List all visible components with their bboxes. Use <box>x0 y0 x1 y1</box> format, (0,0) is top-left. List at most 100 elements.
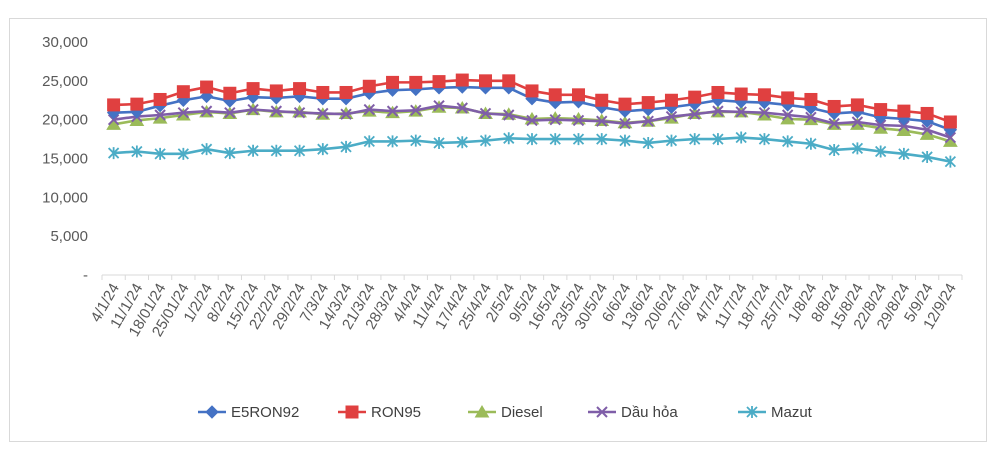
data-point <box>153 92 167 106</box>
data-point <box>874 119 887 131</box>
data-point <box>921 150 933 163</box>
data-point <box>875 145 887 158</box>
y-tick-label: - <box>83 267 88 284</box>
data-point <box>850 98 864 112</box>
legend: E5RON92 RON95 Diesel Dầu hỏa Mazut <box>198 404 813 421</box>
data-point <box>920 106 934 120</box>
data-point <box>828 117 840 130</box>
legend-item: Mazut <box>738 404 813 421</box>
data-point <box>571 88 585 102</box>
legend-label: Dầu hỏa <box>621 404 678 421</box>
data-point <box>455 73 469 87</box>
data-point <box>270 144 282 157</box>
data-point <box>409 75 423 89</box>
legend-item: E5RON92 <box>198 404 299 421</box>
data-point <box>107 147 120 160</box>
data-point <box>456 102 468 114</box>
data-point <box>130 97 144 111</box>
data-point <box>688 108 701 120</box>
data-point <box>944 155 957 168</box>
data-point <box>363 103 376 116</box>
data-point <box>758 106 771 119</box>
data-point <box>317 143 329 156</box>
data-point <box>107 98 121 112</box>
legend-marker <box>345 405 359 419</box>
x-axis: 4/1/2411/1/2418/01/2425/01/241/2/248/2/2… <box>88 274 963 340</box>
data-point <box>456 136 468 149</box>
data-point <box>735 131 747 144</box>
data-point <box>665 110 678 123</box>
data-point <box>526 133 538 146</box>
data-point <box>479 107 492 120</box>
data-point <box>897 104 911 118</box>
data-point <box>804 92 818 106</box>
series-Dầu hỏa <box>107 99 957 144</box>
data-point <box>664 93 678 107</box>
legend-marker <box>205 405 219 419</box>
legend-marker <box>474 405 490 418</box>
series-Mazut <box>107 131 957 168</box>
data-point <box>293 106 306 119</box>
data-point <box>572 133 585 146</box>
series-RON95 <box>107 73 957 129</box>
data-point <box>572 114 585 127</box>
data-point <box>689 133 701 146</box>
data-point <box>851 116 864 128</box>
data-point <box>386 105 399 117</box>
data-point <box>432 75 446 89</box>
data-point <box>595 93 609 107</box>
data-point <box>503 132 515 145</box>
data-point <box>269 84 283 98</box>
data-point <box>548 88 562 102</box>
data-point <box>200 80 214 94</box>
data-point <box>711 85 725 99</box>
y-tick-label: 15,000 <box>42 151 88 168</box>
data-point <box>270 105 283 117</box>
data-point <box>805 111 817 124</box>
data-point <box>410 104 422 117</box>
data-point <box>224 106 236 119</box>
data-point <box>525 84 539 98</box>
data-point <box>200 105 213 117</box>
data-point <box>781 109 794 121</box>
data-point <box>688 90 702 104</box>
data-point <box>549 133 561 146</box>
data-point <box>410 134 422 147</box>
legend-label: E5RON92 <box>231 404 299 421</box>
legend-item: RON95 <box>338 404 421 421</box>
data-point <box>921 124 933 136</box>
series-layer <box>106 73 958 168</box>
data-point <box>247 103 259 116</box>
data-point <box>433 99 445 112</box>
data-point <box>618 97 632 111</box>
data-point <box>596 133 608 146</box>
data-point <box>317 107 329 120</box>
data-point <box>757 88 771 102</box>
data-point <box>293 144 306 157</box>
data-point <box>642 115 654 127</box>
data-point <box>154 147 166 160</box>
data-point <box>224 147 236 160</box>
data-point <box>107 113 120 126</box>
data-point <box>526 114 538 127</box>
data-point <box>176 85 190 99</box>
data-point <box>479 134 492 147</box>
data-point <box>665 134 678 147</box>
data-point <box>502 74 516 88</box>
legend-item: Dầu hỏa <box>588 404 678 421</box>
data-point <box>782 135 794 148</box>
data-point <box>433 136 445 149</box>
data-point <box>340 108 352 120</box>
legend-label: Diesel <box>501 404 543 421</box>
data-point <box>641 96 655 110</box>
y-tick-label: 5,000 <box>50 228 88 245</box>
data-point <box>503 109 515 121</box>
data-point <box>386 135 399 148</box>
data-point <box>246 82 260 96</box>
data-point <box>805 137 817 150</box>
data-point <box>735 106 747 118</box>
data-point <box>943 115 957 129</box>
data-point <box>827 99 841 113</box>
data-point <box>316 85 330 99</box>
data-point <box>712 133 724 146</box>
